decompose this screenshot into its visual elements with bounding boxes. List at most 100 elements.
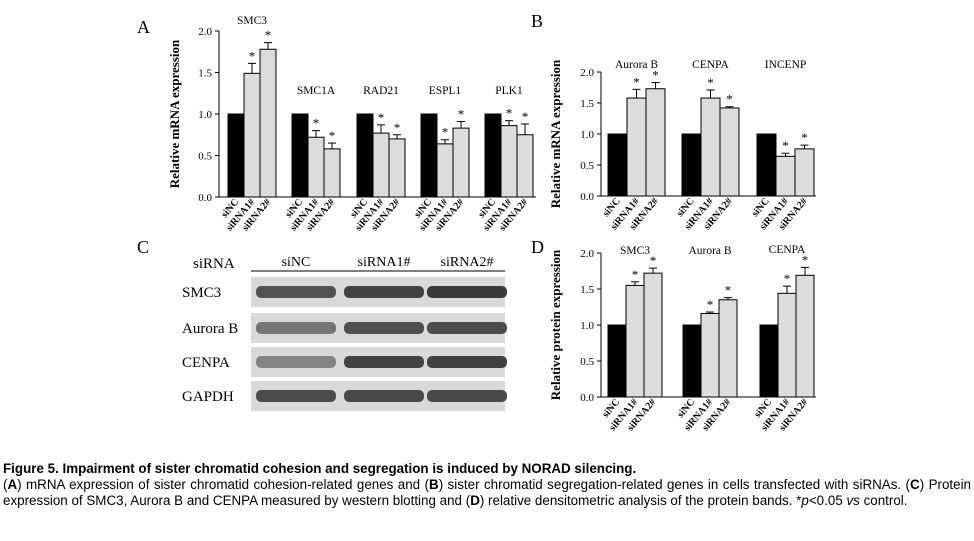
- y-axis-label: Relative mRNA expression: [548, 59, 563, 208]
- blot-band: [344, 356, 424, 368]
- significance-star: *: [784, 271, 791, 286]
- significance-star: *: [782, 138, 789, 153]
- bar: [243, 72, 261, 198]
- bar: [682, 324, 702, 398]
- bar: [452, 127, 470, 198]
- figure-caption: Figure 5. Impairment of sister chromatid…: [3, 461, 971, 509]
- bar: [516, 134, 534, 198]
- blot-header-label: siRNA: [193, 256, 235, 272]
- caption-part: ) sister chromatid segregation-related g…: [438, 477, 911, 492]
- bar: [777, 292, 797, 398]
- bar: [607, 324, 627, 398]
- significance-star: *: [726, 92, 733, 107]
- panel-letter-d: D: [531, 237, 544, 257]
- caption-title: Figure 5. Impairment of sister chromatid…: [3, 461, 637, 476]
- y-tick-label: 0.5: [198, 151, 212, 163]
- blot-lane-label: siRNA1#: [358, 255, 411, 270]
- bar: [227, 113, 245, 198]
- blot-lane-label: siNC: [282, 255, 311, 270]
- bar: [307, 136, 325, 198]
- y-tick-label: 0.0: [580, 392, 594, 404]
- blot-band: [427, 286, 507, 298]
- bar: [259, 48, 277, 198]
- y-tick-label: 1.0: [580, 320, 594, 332]
- significance-star: *: [650, 253, 657, 268]
- western-blot-c: siRNA siNC siRNA1# siRNA2# SMC3 Aurora B CENPA…: [182, 255, 507, 411]
- caption-part: ) mRNA expression of sister chromatid co…: [17, 477, 430, 492]
- blot-band: [344, 390, 424, 402]
- y-tick-label: 1.5: [580, 284, 594, 296]
- significance-star: *: [313, 116, 320, 131]
- blot-row-label: Aurora B: [182, 321, 238, 337]
- bar: [625, 284, 645, 398]
- group-label: SMC1A: [297, 85, 336, 97]
- bar: [756, 133, 777, 197]
- group-label: RAD21: [363, 85, 399, 97]
- y-tick-label: 1.0: [580, 129, 594, 141]
- group-label: Aurora B: [615, 59, 658, 71]
- caption-part: (: [3, 477, 8, 492]
- bar: [626, 97, 647, 197]
- bar: [500, 125, 518, 198]
- group-label: INCENP: [765, 59, 807, 71]
- group-label: CENPA: [692, 59, 729, 71]
- bar: [356, 113, 374, 198]
- y-axis-label: Relative mRNA expression: [167, 39, 182, 188]
- group-label: Aurora B: [688, 245, 731, 257]
- bar: [700, 312, 720, 398]
- bar: [436, 143, 454, 198]
- significance-star: *: [329, 128, 336, 143]
- caption-part: D: [470, 493, 480, 508]
- significance-star: *: [707, 297, 714, 312]
- y-tick-label: 1.0: [198, 109, 212, 121]
- significance-star: *: [707, 75, 714, 90]
- significance-star: *: [458, 106, 465, 121]
- significance-star: *: [801, 130, 808, 145]
- bar: [681, 133, 702, 197]
- bar: [700, 97, 721, 197]
- bar: [718, 299, 738, 398]
- blot-row-label: GAPDH: [182, 389, 234, 405]
- panel-letter-a: A: [137, 17, 150, 37]
- blot-band: [427, 356, 507, 368]
- caption-part: vs: [846, 493, 860, 508]
- group-label: ESPL1: [429, 85, 462, 97]
- bar: [484, 113, 502, 198]
- chart-d: 0.0 0.5 1.0 1.5 2.0 Relative protein expressi…: [548, 244, 816, 433]
- group-label: SMC3: [620, 245, 650, 257]
- significance-star: *: [522, 109, 529, 124]
- significance-star: *: [442, 125, 449, 140]
- significance-star: *: [378, 110, 385, 125]
- y-tick-label: 0.5: [580, 160, 594, 172]
- y-axis-label: Relative protein expression: [548, 249, 563, 400]
- bar: [775, 155, 796, 197]
- y-tick-label: 2.0: [580, 248, 594, 260]
- blot-band: [344, 286, 424, 298]
- bar: [607, 133, 628, 197]
- blot-band: [256, 322, 336, 334]
- bar: [719, 107, 740, 197]
- caption-part: B: [429, 477, 439, 492]
- y-tick-label: 2.0: [580, 67, 594, 79]
- y-tick-label: 0.0: [580, 191, 594, 203]
- y-tick-label: 0.5: [580, 356, 594, 368]
- blot-band: [344, 322, 424, 334]
- bar: [420, 113, 438, 198]
- caption-part: <0.05: [808, 493, 847, 508]
- significance-star: *: [394, 120, 401, 135]
- panel-letter-c: C: [137, 237, 149, 257]
- y-tick-label: 1.5: [580, 98, 594, 110]
- blot-row-label: CENPA: [182, 355, 230, 371]
- blot-band: [427, 322, 507, 334]
- y-tick-label: 2.0: [198, 26, 212, 38]
- blot-row-label: SMC3: [182, 285, 221, 301]
- y-tick-label: 0.0: [198, 192, 212, 204]
- significance-star: *: [506, 106, 513, 121]
- caption-part: p: [801, 493, 809, 508]
- bar: [372, 132, 390, 198]
- significance-star: *: [725, 283, 732, 298]
- blot-band: [256, 390, 336, 402]
- panel-letter-b: B: [531, 11, 543, 31]
- caption-part: control.: [859, 493, 908, 508]
